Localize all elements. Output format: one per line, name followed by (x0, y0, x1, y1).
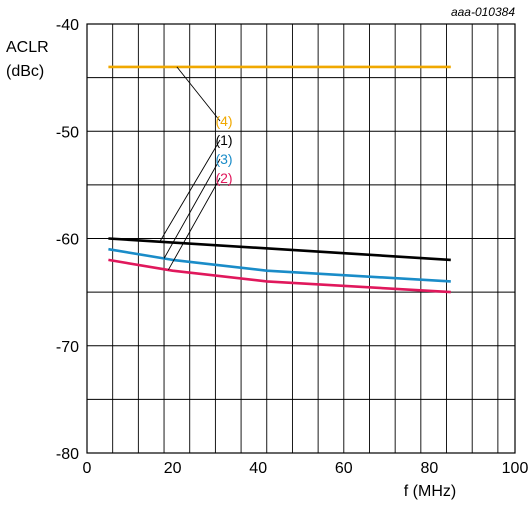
y-axis-label-line-2: (dBc) (6, 63, 44, 80)
series-label: (1) (215, 132, 232, 148)
series-label: (2) (215, 170, 232, 186)
series-lines (108, 65, 451, 294)
y-axis-label-line-1: ACLR (6, 39, 49, 56)
y-tick-label: -60 (56, 232, 79, 249)
x-tick-label: 80 (421, 460, 439, 477)
leader-line (176, 66, 221, 122)
series-label: (4) (215, 113, 232, 129)
series-labels: (4) (1) (3) (2) (215, 113, 232, 186)
y-tick-label: -80 (56, 446, 79, 463)
x-tick-label: 100 (502, 460, 529, 477)
figure-id: aaa-010384 (451, 5, 515, 19)
x-tick-label: 0 (83, 460, 92, 477)
grid (86, 23, 516, 454)
x-tick-label: 20 (164, 460, 182, 477)
x-tick-label: 60 (335, 460, 353, 477)
y-tick-label: -70 (56, 339, 79, 356)
series-line (108, 247, 451, 283)
leader-line (167, 177, 221, 271)
y-tick-label: -40 (56, 17, 79, 34)
x-tick-label: 40 (249, 460, 267, 477)
y-tick-label: -50 (56, 124, 79, 141)
leader-line (163, 158, 221, 259)
tick-labels: 0 20 40 60 80 100 -80 -70 -60 -50 -40 (56, 17, 529, 477)
series-line (108, 237, 451, 262)
x-axis-label: f (MHz) (404, 483, 456, 500)
leader-line (159, 139, 221, 242)
series-label: (3) (215, 151, 232, 167)
series-line (108, 258, 451, 294)
series-leader-lines (159, 66, 221, 271)
